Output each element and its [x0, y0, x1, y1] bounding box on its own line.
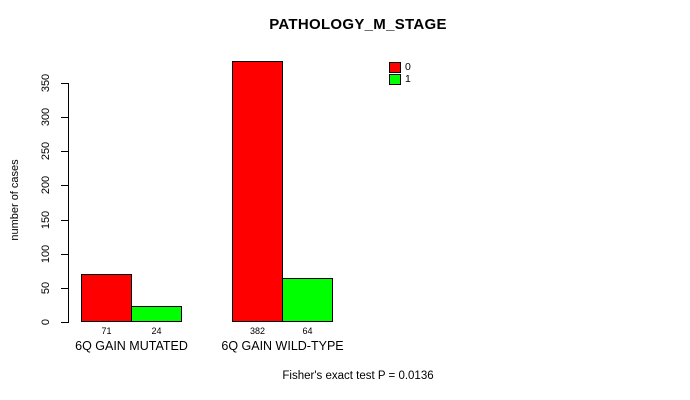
y-axis-line [68, 83, 69, 323]
y-axis-tick-label: 0 [40, 318, 52, 326]
legend-item-1: 1 [389, 74, 411, 85]
bar-value-label: 382 [249, 326, 266, 336]
bar-0-6q-gain-mutated [81, 273, 132, 322]
y-axis-tick [61, 151, 68, 152]
legend-label: 1 [405, 73, 411, 85]
bar-1-6q-gain-mutated [131, 305, 182, 322]
chart-title: PATHOLOGY_M_STAGE [269, 16, 447, 33]
y-axis-tick-label: 100 [40, 244, 52, 264]
y-axis-tick [61, 83, 68, 84]
y-axis-tick-label: 50 [40, 281, 52, 295]
y-axis-tick-label: 200 [40, 175, 52, 195]
y-axis-tick-label: 150 [40, 210, 52, 230]
bar-value-label: 64 [302, 326, 313, 336]
legend-swatch [389, 62, 401, 73]
y-axis-tick [61, 220, 68, 221]
category-label: 6Q GAIN MUTATED [75, 339, 188, 353]
bar-0-6q-gain-wild-type [232, 61, 283, 322]
legend-label: 0 [405, 61, 411, 73]
legend-swatch [389, 74, 401, 85]
y-axis-tick-label: 250 [40, 141, 52, 161]
y-axis-tick [61, 288, 68, 289]
y-axis-tick [61, 254, 68, 255]
y-axis-tick-label: 300 [40, 107, 52, 127]
bar-1-6q-gain-wild-type [282, 278, 333, 322]
y-axis-tick-label: 350 [40, 73, 52, 93]
bar-value-label: 71 [101, 326, 112, 336]
bar-value-label: 24 [151, 326, 162, 336]
y-axis-tick [61, 322, 68, 323]
y-axis-title-text: number of cases [9, 159, 21, 241]
y-axis-tick [61, 185, 68, 186]
category-label: 6Q GAIN WILD-TYPE [221, 339, 344, 353]
stat-test-note: Fisher's exact test P = 0.0136 [282, 370, 434, 382]
y-axis-tick [61, 117, 68, 118]
legend-item-0: 0 [389, 62, 411, 73]
